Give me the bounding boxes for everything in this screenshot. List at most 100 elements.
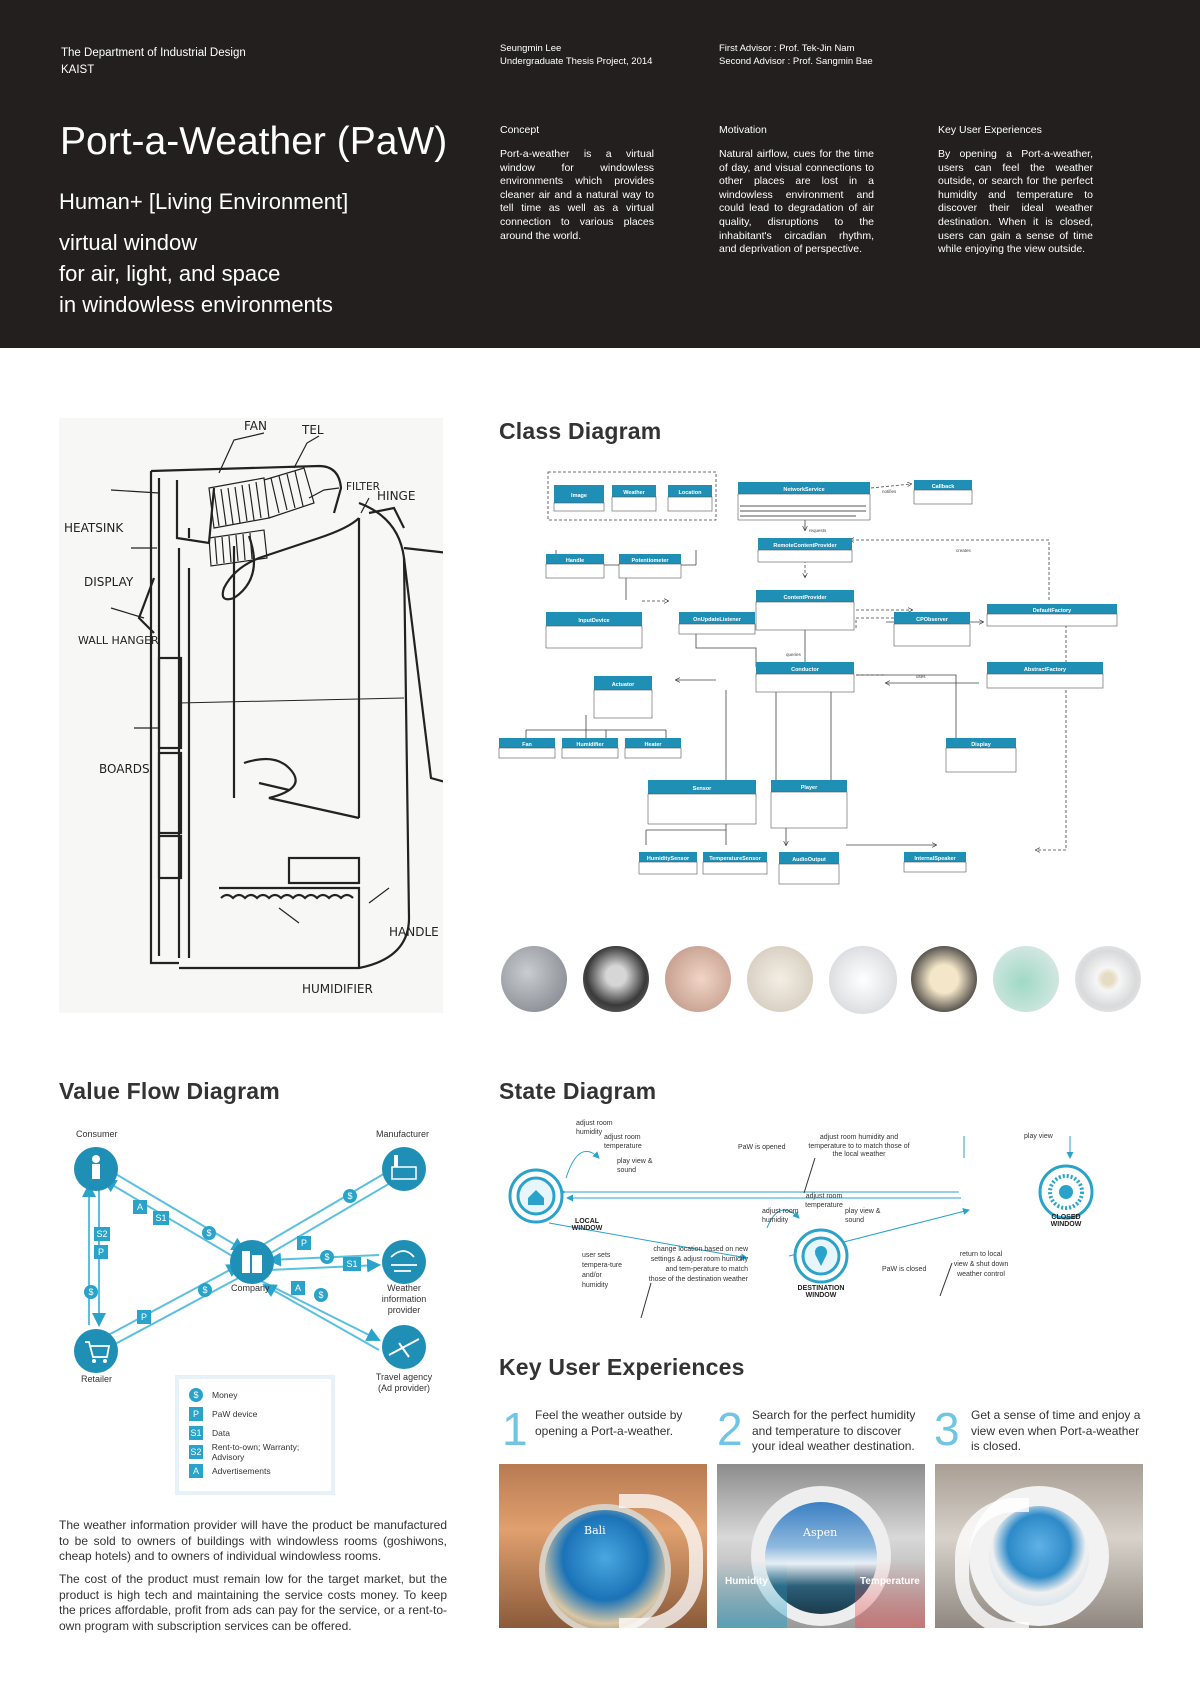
key-ux-text-1: Feel the weather outside by opening a Po… bbox=[535, 1408, 683, 1438]
uml-class-humidifier: Humidifier bbox=[561, 738, 619, 759]
sketch-label-humidifier: HUMIDIFIER bbox=[302, 982, 373, 996]
svg-text:TemperatureSensor: TemperatureSensor bbox=[709, 856, 761, 862]
legend-data: S1 Data bbox=[189, 1426, 230, 1440]
uml-class-callback: Callback bbox=[913, 480, 973, 505]
sketch-label-hinge: HINGE bbox=[377, 489, 415, 503]
legend-paw-device: P PaW device bbox=[189, 1406, 257, 1422]
svg-text:Heater: Heater bbox=[644, 742, 662, 748]
prototype-photo-7 bbox=[993, 946, 1059, 1012]
uml-class-player: Player bbox=[770, 780, 848, 829]
state-dest-action-temperature: adjust room temperature bbox=[805, 1193, 843, 1209]
uml-class-default-factory: DefaultFactory bbox=[986, 604, 1118, 627]
svg-text:AbstractFactory: AbstractFactory bbox=[1024, 667, 1067, 673]
prototype-photo-4 bbox=[747, 946, 813, 1012]
state-label-closed: CLOSED WINDOW bbox=[1050, 1214, 1082, 1228]
edge-label-queries: queries bbox=[786, 652, 802, 657]
dept-line1: The Department of Industrial Design bbox=[61, 47, 246, 59]
key-ux-number-3: 3 bbox=[934, 1403, 960, 1455]
svg-text:ContentProvider: ContentProvider bbox=[783, 595, 827, 601]
key-ux-title: Key User Experiences bbox=[499, 1354, 745, 1380]
concept-label: Concept bbox=[500, 124, 540, 136]
state-user-sets: user sets tempera-ture and/or humidity bbox=[582, 1252, 623, 1289]
value-flow-paragraph-1: The weather information provider will ha… bbox=[59, 1518, 447, 1563]
author-line2: Undergraduate Thesis Project, 2014 bbox=[500, 55, 653, 67]
svg-text:CPObserver: CPObserver bbox=[916, 617, 949, 623]
svg-text:Location: Location bbox=[679, 490, 703, 496]
photo-label-aspen: Aspen bbox=[803, 1526, 838, 1539]
svg-text:Conductor: Conductor bbox=[791, 667, 820, 673]
state-dest-action-play: play view & sound bbox=[845, 1208, 881, 1224]
uml-class-content-provider: ContentProvider bbox=[755, 590, 855, 631]
uml-class-internal-speaker: InternalSpeaker bbox=[903, 852, 967, 873]
uml-class-cp-observer: CPObserver bbox=[893, 612, 971, 647]
svg-text:$: $ bbox=[318, 1290, 323, 1300]
uml-class-audio-output: AudioOutput bbox=[778, 852, 840, 885]
photo-label-humidity: Humidity bbox=[725, 1576, 768, 1587]
edge-label-requests: requests bbox=[809, 528, 827, 533]
advisor-line2: Second Advisor : Prof. Sangmin Bae bbox=[719, 55, 873, 67]
uml-class-location: Location bbox=[667, 485, 713, 512]
uml-class-input-device: InputDevice bbox=[545, 612, 643, 649]
sketch-label-handle: HANDLE bbox=[389, 925, 439, 939]
tagline-line1: virtual window bbox=[59, 230, 198, 255]
vf-node-weather-provider bbox=[382, 1240, 426, 1284]
state-diagram-title: State Diagram bbox=[499, 1078, 657, 1104]
svg-text:Image: Image bbox=[571, 493, 587, 499]
uml-class-humidity-sensor: HumiditySensor bbox=[638, 852, 698, 875]
state-opened-effect: adjust room humidity and temperature to … bbox=[808, 1134, 910, 1158]
uml-class-weather: Weather bbox=[611, 485, 657, 512]
svg-text:Fan: Fan bbox=[522, 742, 532, 748]
svg-text:Potentiometer: Potentiometer bbox=[632, 558, 670, 564]
photo-label-bali: Bali bbox=[584, 1524, 606, 1537]
vf-node-retailer bbox=[74, 1329, 118, 1373]
svg-text:Weather: Weather bbox=[623, 490, 645, 496]
svg-text:InternalSpeaker: InternalSpeaker bbox=[914, 856, 956, 862]
uml-class-potentiometer: Potentiometer bbox=[618, 554, 682, 579]
sketch-label-filter: FILTER bbox=[346, 481, 380, 493]
uml-class-handle: Handle bbox=[545, 554, 605, 579]
svg-text:Callback: Callback bbox=[932, 484, 956, 490]
key-ux-text-2: Search for the perfect humidity and temp… bbox=[752, 1408, 916, 1453]
vf-label-company: Company bbox=[231, 1283, 270, 1293]
key-ux-photo-1: Bali bbox=[499, 1464, 707, 1628]
svg-text:A: A bbox=[137, 1202, 143, 1212]
svg-text:InputDevice: InputDevice bbox=[578, 618, 609, 624]
svg-text:P: P bbox=[141, 1312, 147, 1322]
key-ux-photo-2: Aspen Humidity Temperature bbox=[717, 1464, 925, 1628]
svg-text:Display: Display bbox=[971, 742, 992, 748]
svg-text:$: $ bbox=[324, 1252, 329, 1262]
state-label-destination: DESTINATION WINDOW bbox=[797, 1285, 845, 1299]
svg-text:P: P bbox=[301, 1238, 307, 1248]
uml-class-actuator: Actuator bbox=[593, 676, 653, 719]
value-flow-title: Value Flow Diagram bbox=[59, 1078, 280, 1104]
photo-label-temperature: Temperature bbox=[860, 1576, 920, 1587]
sketch-drawing: FAN TEL FILTER HINGE HEATSINK DISPLAY WA… bbox=[64, 419, 443, 996]
uml-class-image: Image bbox=[553, 485, 605, 512]
kux-summary: By opening a Port-a-weather, users can f… bbox=[938, 148, 1093, 256]
prototype-photo-5 bbox=[829, 946, 897, 1014]
state-paw-closed: PaW is closed bbox=[882, 1266, 927, 1273]
svg-text:S1: S1 bbox=[346, 1259, 357, 1269]
svg-text:OnUpdateListener: OnUpdateListener bbox=[693, 617, 742, 623]
motivation-label: Motivation bbox=[719, 124, 767, 136]
state-diagram bbox=[508, 1136, 1094, 1318]
legend-rent-to-own: S2 Rent-to-own; Warranty; Advisory bbox=[189, 1442, 300, 1462]
uml-class-remote-content-provider: RemoteContentProvider bbox=[757, 538, 853, 563]
state-label-local: LOCAL WINDOW bbox=[571, 1218, 603, 1232]
uml-class-fan: Fan bbox=[498, 738, 556, 759]
motivation-text: Natural airflow, cues for the time of da… bbox=[719, 148, 874, 256]
svg-text:AudioOutput: AudioOutput bbox=[792, 857, 826, 863]
value-flow-diagram: A S1 $ $ P $ S1 $ A $ P S2 P $ Consumer … bbox=[74, 1129, 429, 1384]
svg-text:Player: Player bbox=[801, 785, 818, 791]
vf-label-travel-agency: Travel agency (Ad provider) bbox=[375, 1372, 433, 1393]
vf-label-manufacturer: Manufacturer bbox=[376, 1129, 429, 1139]
key-ux-number-2: 2 bbox=[717, 1403, 743, 1455]
kux-label: Key User Experiences bbox=[938, 124, 1042, 136]
uml-classes: Image Weather Location NetworkService Ca… bbox=[498, 480, 1118, 885]
state-local-action-humidity: adjust room humidity bbox=[576, 1120, 613, 1136]
key-ux-number-1: 1 bbox=[502, 1403, 528, 1455]
state-node-local bbox=[508, 1168, 564, 1224]
uml-class-conductor: Conductor bbox=[755, 662, 855, 693]
uml-class-display: Display bbox=[945, 738, 1017, 773]
svg-text:A: A bbox=[295, 1283, 301, 1293]
